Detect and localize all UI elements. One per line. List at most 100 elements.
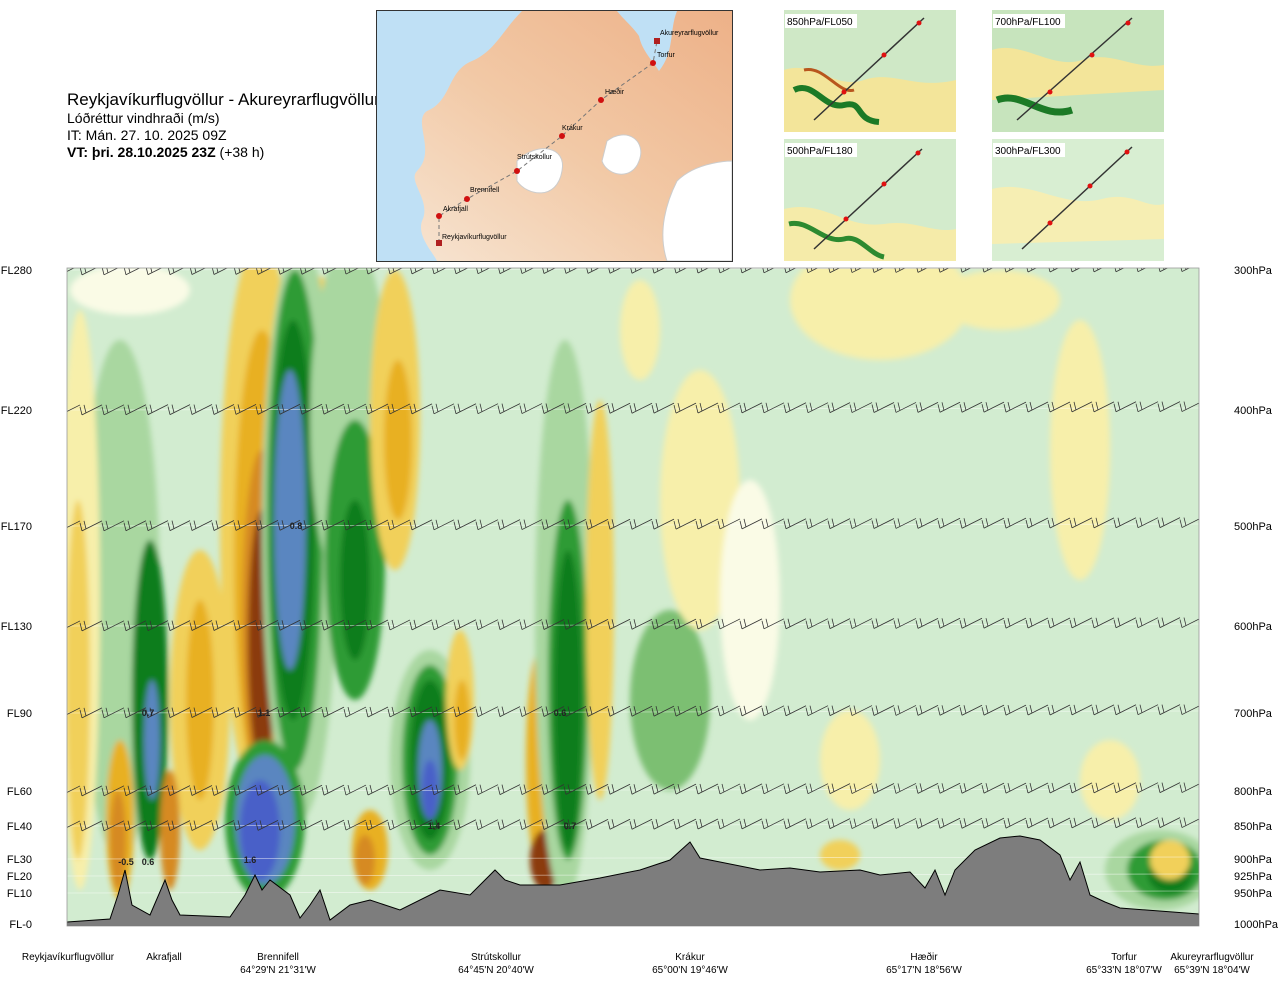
- barb-feather: [828, 268, 831, 273]
- barb-staff: [411, 706, 433, 718]
- barb-feather: [409, 621, 413, 630]
- barb-feather: [475, 786, 479, 795]
- barb-feather: [722, 268, 725, 272]
- barb-feather: [788, 268, 791, 271]
- field-contour-strong_up: [422, 760, 438, 820]
- barb-feather: [809, 818, 813, 827]
- barb-feather: [1139, 617, 1143, 626]
- barb-feather: [1135, 784, 1139, 793]
- barb-feather: [479, 819, 483, 828]
- barb-feather: [875, 818, 879, 827]
- map-waypoint-krakur: Krákur: [559, 125, 583, 139]
- barb-feather: [1003, 706, 1007, 716]
- map-glacier-hofsjokull: [601, 134, 642, 175]
- variable-name: Lóðréttur vindhraði (m/s): [67, 110, 220, 126]
- barb-feather: [453, 821, 457, 830]
- barb-staff: [961, 704, 983, 716]
- barb-feather: [567, 619, 571, 628]
- barb-feather: [62, 265, 64, 273]
- barb-feather: [894, 268, 897, 273]
- barb-feather: [325, 620, 329, 629]
- wind-barb: [541, 403, 565, 414]
- wind-barb: [189, 785, 213, 796]
- wind-barb: [101, 620, 125, 632]
- wind-barb: [67, 785, 81, 793]
- barb-staff: [939, 401, 961, 413]
- barb-feather: [959, 520, 963, 529]
- barb-feather: [739, 820, 743, 829]
- flight-level-tick: FL20: [7, 871, 32, 883]
- barb-feather: [1003, 403, 1007, 413]
- barb-staff: [191, 785, 213, 796]
- barb-staff: [67, 620, 81, 628]
- barb-feather: [299, 406, 303, 415]
- barb-feather: [1161, 517, 1165, 526]
- barb-feather: [809, 518, 813, 527]
- barb-feather: [699, 618, 703, 628]
- barb-feather: [897, 618, 901, 627]
- barb-feather: [563, 521, 567, 530]
- wind-barb: [784, 268, 797, 274]
- wind-barb: [1025, 817, 1049, 829]
- wind-barb: [62, 404, 81, 413]
- map-fjord-north: [617, 11, 677, 71]
- barb-staff: [741, 618, 763, 630]
- wind-barb: [805, 818, 829, 830]
- barb-feather: [62, 405, 64, 413]
- inset-route-line: [1021, 146, 1133, 250]
- wind-barb: [1047, 704, 1071, 716]
- barb-feather: [256, 268, 259, 275]
- barb-feather: [542, 268, 545, 274]
- barb-feather: [1025, 619, 1029, 629]
- value-label: 0.8: [290, 521, 303, 531]
- barb-staff: [1071, 704, 1093, 716]
- barb-feather: [853, 618, 857, 627]
- barb-feather: [985, 818, 989, 827]
- wind-barb: [497, 819, 521, 830]
- barb-feather: [585, 786, 589, 795]
- barb-feather: [321, 522, 325, 531]
- wind-barb: [762, 268, 775, 274]
- barb-staff: [763, 705, 785, 717]
- wind-barb: [651, 618, 675, 630]
- barb-feather: [523, 819, 527, 828]
- barb-feather: [806, 268, 809, 273]
- barb-staff: [345, 619, 367, 631]
- barb-staff: [1159, 268, 1169, 272]
- barb-feather: [611, 519, 615, 528]
- barb-staff: [873, 705, 895, 716]
- barb-feather: [387, 405, 391, 415]
- barb-feather: [567, 403, 571, 412]
- wind-barb: [761, 402, 785, 414]
- barb-staff: [807, 402, 829, 414]
- barb-feather: [365, 521, 369, 531]
- barb-feather: [83, 620, 87, 629]
- barb-staff: [917, 402, 939, 413]
- wind-barb: [651, 518, 675, 530]
- field-contour-down_yellow: [1150, 840, 1190, 880]
- wind-barb: [1003, 617, 1027, 629]
- route-map: Akureyrarflugvöllur Torfur Hæðir Krákur …: [376, 10, 733, 262]
- wind-barb: [563, 619, 587, 630]
- wind-barb: [1047, 817, 1071, 829]
- wind-barb: [1091, 817, 1115, 829]
- wind-barb: [717, 783, 741, 795]
- barb-feather: [62, 521, 64, 529]
- field-contour-down_yellow: [67, 500, 90, 860]
- barb-feather: [655, 706, 659, 715]
- barb-feather: [853, 783, 857, 792]
- wind-barb: [519, 519, 543, 530]
- barb-feather: [101, 622, 105, 631]
- barb-feather: [893, 620, 897, 629]
- wind-barb: [783, 402, 807, 414]
- barb-feather: [1069, 403, 1073, 412]
- barb-feather: [611, 819, 615, 828]
- barb-feather: [937, 620, 941, 629]
- barb-feather: [259, 620, 263, 629]
- barb-feather: [1031, 268, 1033, 271]
- wind-barb: [409, 819, 433, 831]
- wind-barb: [431, 706, 455, 718]
- barb-staff: [1115, 268, 1125, 273]
- barb-feather: [607, 405, 611, 414]
- flight-level-tick: FL30: [7, 854, 32, 866]
